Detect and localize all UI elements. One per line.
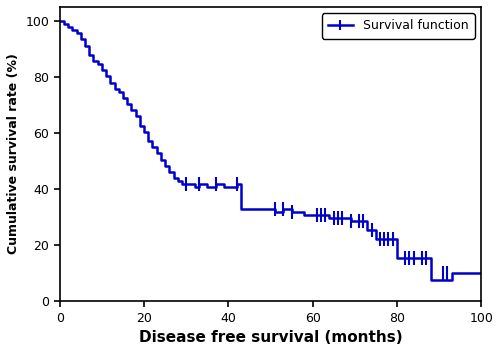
Y-axis label: Cumulative survival rate (%): Cumulative survival rate (%) [7,54,20,254]
X-axis label: Disease free survival (months): Disease free survival (months) [138,330,402,345]
Legend: Survival function: Survival function [322,13,475,39]
